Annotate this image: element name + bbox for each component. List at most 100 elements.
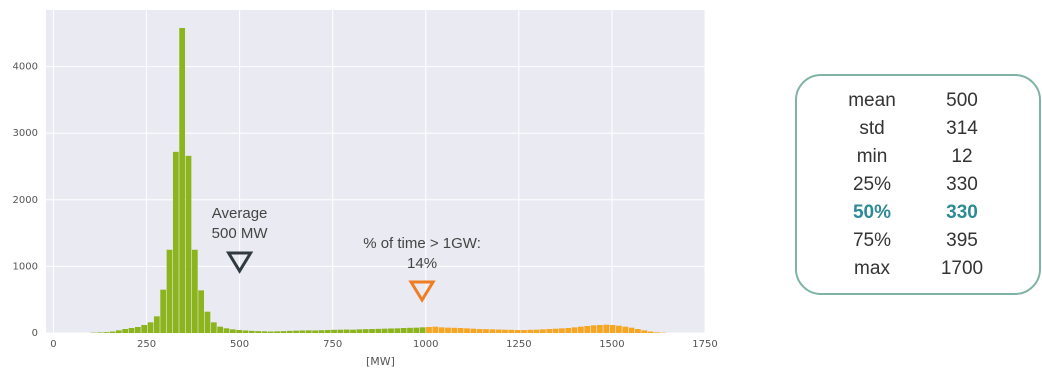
histogram-bar [115,330,122,333]
histogram-bar [223,328,230,333]
histogram-bar [653,332,660,333]
histogram-bar [533,329,540,333]
histogram-bar [559,328,565,333]
histogram-bar [198,290,205,333]
average-marker-icon [225,251,254,274]
histogram-bar [502,329,508,333]
y-tick-label: 2000 [13,195,38,206]
stat-value: 330 [946,174,978,195]
x-tick-label: 1000 [413,339,438,350]
histogram-bar [103,332,110,333]
histogram-bar [293,330,299,333]
histogram-bar [261,331,268,333]
histogram-bar [521,330,527,333]
histogram-bar [255,331,261,333]
histogram-bar [609,325,616,333]
histogram-bar [381,328,388,333]
histogram-bar [622,326,629,333]
histogram-bar [426,327,432,333]
histogram-bar [394,328,401,333]
histogram-bar [413,327,420,333]
y-tick-label: 1000 [13,261,38,272]
threshold-marker-icon [408,280,436,303]
histogram-bar [217,326,223,333]
histogram-bar [369,329,375,333]
histogram-bar [597,325,603,333]
histogram-bar [438,327,445,333]
statistics-summary-box: mean 500 std 314 min 12 25% 330 50% 330 … [795,74,1041,295]
histogram-bar [647,331,654,333]
histogram-bar [141,325,148,333]
histogram-bar [616,325,622,333]
histogram-bar [375,328,382,333]
histogram-bar [331,329,337,333]
histogram-bar [571,327,578,333]
histogram-bar [489,329,496,333]
histogram-bar [590,325,597,333]
histogram-bar [97,332,103,333]
stat-value: 1700 [940,258,984,279]
histogram-bar [356,329,363,333]
x-tick-label: 500 [230,339,249,350]
stat-row-mean: mean 500 [797,90,1039,118]
stat-value: 395 [946,230,978,251]
histogram-svg: 0 250 500 750 1000 1250 1500 1750 0 1000 2000 3000 4… [13,10,718,368]
stat-value: 500 [946,90,978,111]
histogram-bar [166,249,173,333]
histogram-bar [248,330,255,333]
histogram-bar [641,330,648,333]
histogram-bar [464,328,470,333]
histogram-bar [128,328,135,333]
histogram-bar [350,329,356,333]
histogram-bar [445,327,451,333]
x-axis-label: [MW] [366,355,395,368]
x-tick-label: 1250 [506,339,531,350]
x-tick-label: 250 [137,339,156,350]
histogram-bar [274,331,280,333]
histogram-bar [565,328,572,333]
histogram-bar [179,27,186,333]
annotation-line1: % of time > 1GW: [363,235,481,252]
histogram-bar [191,249,198,333]
stat-row-25pct: 25% 330 [797,174,1039,202]
plot-area [46,10,705,333]
histogram-bar [318,330,325,333]
histogram-bar [172,151,179,333]
histogram-bar [236,330,242,333]
histogram-bar [635,329,641,333]
histogram-bar [451,327,458,333]
y-tick-label: 3000 [13,128,38,139]
histogram-bar [109,331,116,333]
histogram-bar [514,330,521,333]
histogram-bar [362,329,369,333]
histogram-bar [495,329,502,333]
stat-row-min: min 12 [797,146,1039,174]
histogram-bar [185,155,192,333]
histogram-bar [160,289,167,333]
histogram-bar [400,328,407,333]
annotation-line2: 500 MW [212,225,269,242]
histogram-bar [229,329,236,333]
annotation-line1: Average [212,205,268,222]
histogram-bar [628,327,635,333]
x-tick-label: 0 [50,339,56,350]
histogram-bar [388,328,394,333]
histogram-bar [508,329,515,333]
histogram-bar [312,330,318,333]
histogram-bar [584,326,591,333]
histogram-bar [407,327,413,333]
histogram-bar [324,330,331,333]
stat-row-50pct: 50% 330 [797,202,1039,230]
histogram-bar [204,311,211,333]
histogram-bar [527,329,534,333]
histogram-bar [578,326,584,333]
stat-value: 330 [946,202,978,223]
stat-value: 12 [951,146,973,167]
histogram-bar [540,329,546,333]
stat-label: min [856,146,888,167]
stat-label: std [859,118,885,139]
stat-label: max [854,258,890,279]
x-tick-label: 1750 [692,339,717,350]
histogram-bar [470,328,477,333]
y-tick-label: 0 [32,328,38,339]
